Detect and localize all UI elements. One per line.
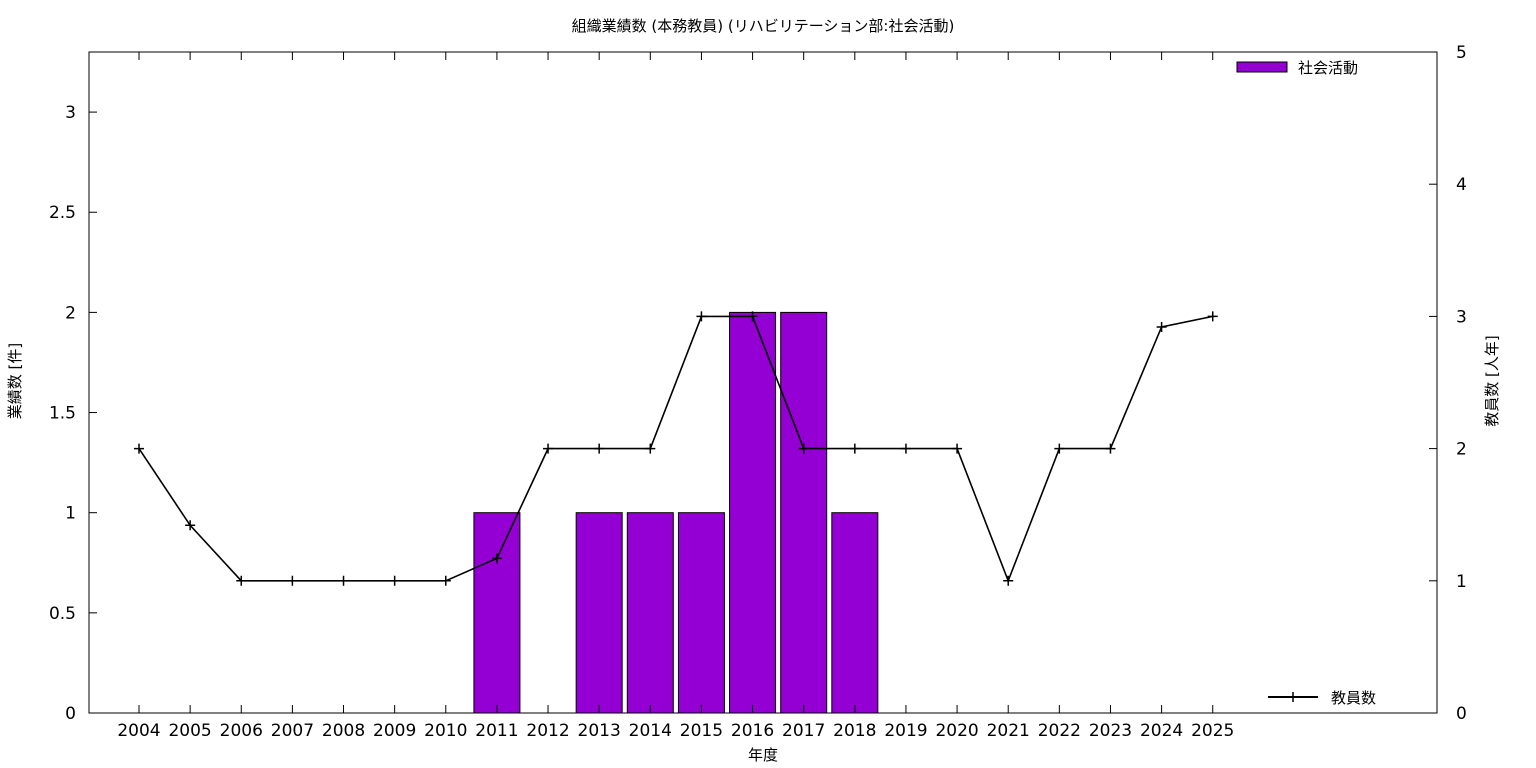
bar xyxy=(780,311,828,714)
x-axis-label: 年度 xyxy=(748,746,778,764)
x-tick-label: 2013 xyxy=(578,721,621,741)
x-tick-label: 2014 xyxy=(629,721,672,741)
x-tick-label: 2016 xyxy=(731,721,774,741)
x-tick-label: 2021 xyxy=(987,721,1030,741)
x-tick-label: 2020 xyxy=(935,721,978,741)
y-tick-label: 1 xyxy=(65,504,76,524)
x-tick-label: 2025 xyxy=(1191,721,1234,741)
line-point xyxy=(952,443,963,454)
x-tick-label: 2012 xyxy=(526,721,569,741)
line-point xyxy=(287,575,298,586)
line-point xyxy=(185,520,196,531)
y2-tick-label: 5 xyxy=(1456,43,1467,63)
x-tick-label: 2009 xyxy=(373,721,416,741)
tick-marks xyxy=(89,51,1437,714)
x-tick-label: 2007 xyxy=(271,721,314,741)
line-point xyxy=(440,575,451,586)
x-tick-label: 2005 xyxy=(168,721,211,741)
line-point xyxy=(134,443,144,454)
line-point xyxy=(849,443,860,454)
y2-tick-label: 3 xyxy=(1456,307,1467,327)
y2-tick-label: 1 xyxy=(1456,572,1467,592)
line-point xyxy=(645,443,656,454)
line-path xyxy=(138,315,1213,584)
y-tick-label: 2.5 xyxy=(49,203,76,223)
line-point xyxy=(236,575,247,586)
line-point xyxy=(900,443,911,454)
line-point xyxy=(1156,321,1167,332)
y-axis-label: 業績数 [件] xyxy=(6,343,24,419)
line-point xyxy=(1003,575,1014,586)
bar xyxy=(473,512,521,714)
tick-labels: 0 0.5 1 1.5 2 2.5 3 0 1 2 3 4 5 2004 2005 2006 2007 2008 2… xyxy=(49,43,1467,741)
y2-tick-label: 0 xyxy=(1456,704,1467,724)
legend-bar-swatch xyxy=(1236,61,1288,73)
x-tick-label: 2022 xyxy=(1038,721,1081,741)
x-tick-label: 2011 xyxy=(475,721,518,741)
line-point xyxy=(1054,443,1065,454)
legend-line-marker xyxy=(1288,692,1298,702)
bar xyxy=(831,512,879,714)
bar xyxy=(575,512,623,714)
y-tick-label: 0.5 xyxy=(49,604,76,624)
line-point xyxy=(747,311,758,322)
bar xyxy=(626,512,674,714)
x-tick-label: 2024 xyxy=(1140,721,1183,741)
x-tick-label: 2017 xyxy=(782,721,825,741)
legend-line: 教員数 xyxy=(1268,689,1376,707)
line-point xyxy=(543,443,554,454)
y-tick-label: 1.5 xyxy=(49,404,76,424)
line-point xyxy=(491,553,502,564)
x-tick-label: 2010 xyxy=(424,721,467,741)
x-tick-label: 2018 xyxy=(833,721,876,741)
bar xyxy=(729,311,777,714)
y-tick-label: 3 xyxy=(65,103,76,123)
line-point xyxy=(696,311,707,322)
legend-bar-label: 社会活動 xyxy=(1298,59,1358,77)
y-tick-label: 0 xyxy=(65,704,76,724)
line-point xyxy=(594,443,605,454)
x-tick-label: 2015 xyxy=(680,721,723,741)
bar-series xyxy=(473,311,879,714)
line-point xyxy=(389,575,400,586)
x-tick-label: 2008 xyxy=(322,721,365,741)
legend-bar: 社会活動 xyxy=(1236,59,1358,77)
line-point xyxy=(338,575,349,586)
y-tick-label: 2 xyxy=(65,303,76,323)
y2-axis-label: 教員数 [人年] xyxy=(1483,335,1501,426)
y2-tick-label: 4 xyxy=(1456,175,1467,195)
line-series xyxy=(134,311,1218,586)
x-tick-label: 2019 xyxy=(884,721,927,741)
y2-tick-label: 2 xyxy=(1456,440,1467,460)
bar xyxy=(677,512,725,714)
line-point xyxy=(1207,311,1218,322)
x-tick-label: 2006 xyxy=(220,721,263,741)
line-point xyxy=(798,443,809,454)
chart-title: 組織業績数 (本務教員) (リハビリテーション部:社会活動) xyxy=(572,17,955,35)
line-point xyxy=(1105,443,1116,454)
legend-line-label: 教員数 xyxy=(1331,689,1376,707)
x-tick-label: 2004 xyxy=(117,721,160,741)
x-tick-label: 2023 xyxy=(1089,721,1132,741)
